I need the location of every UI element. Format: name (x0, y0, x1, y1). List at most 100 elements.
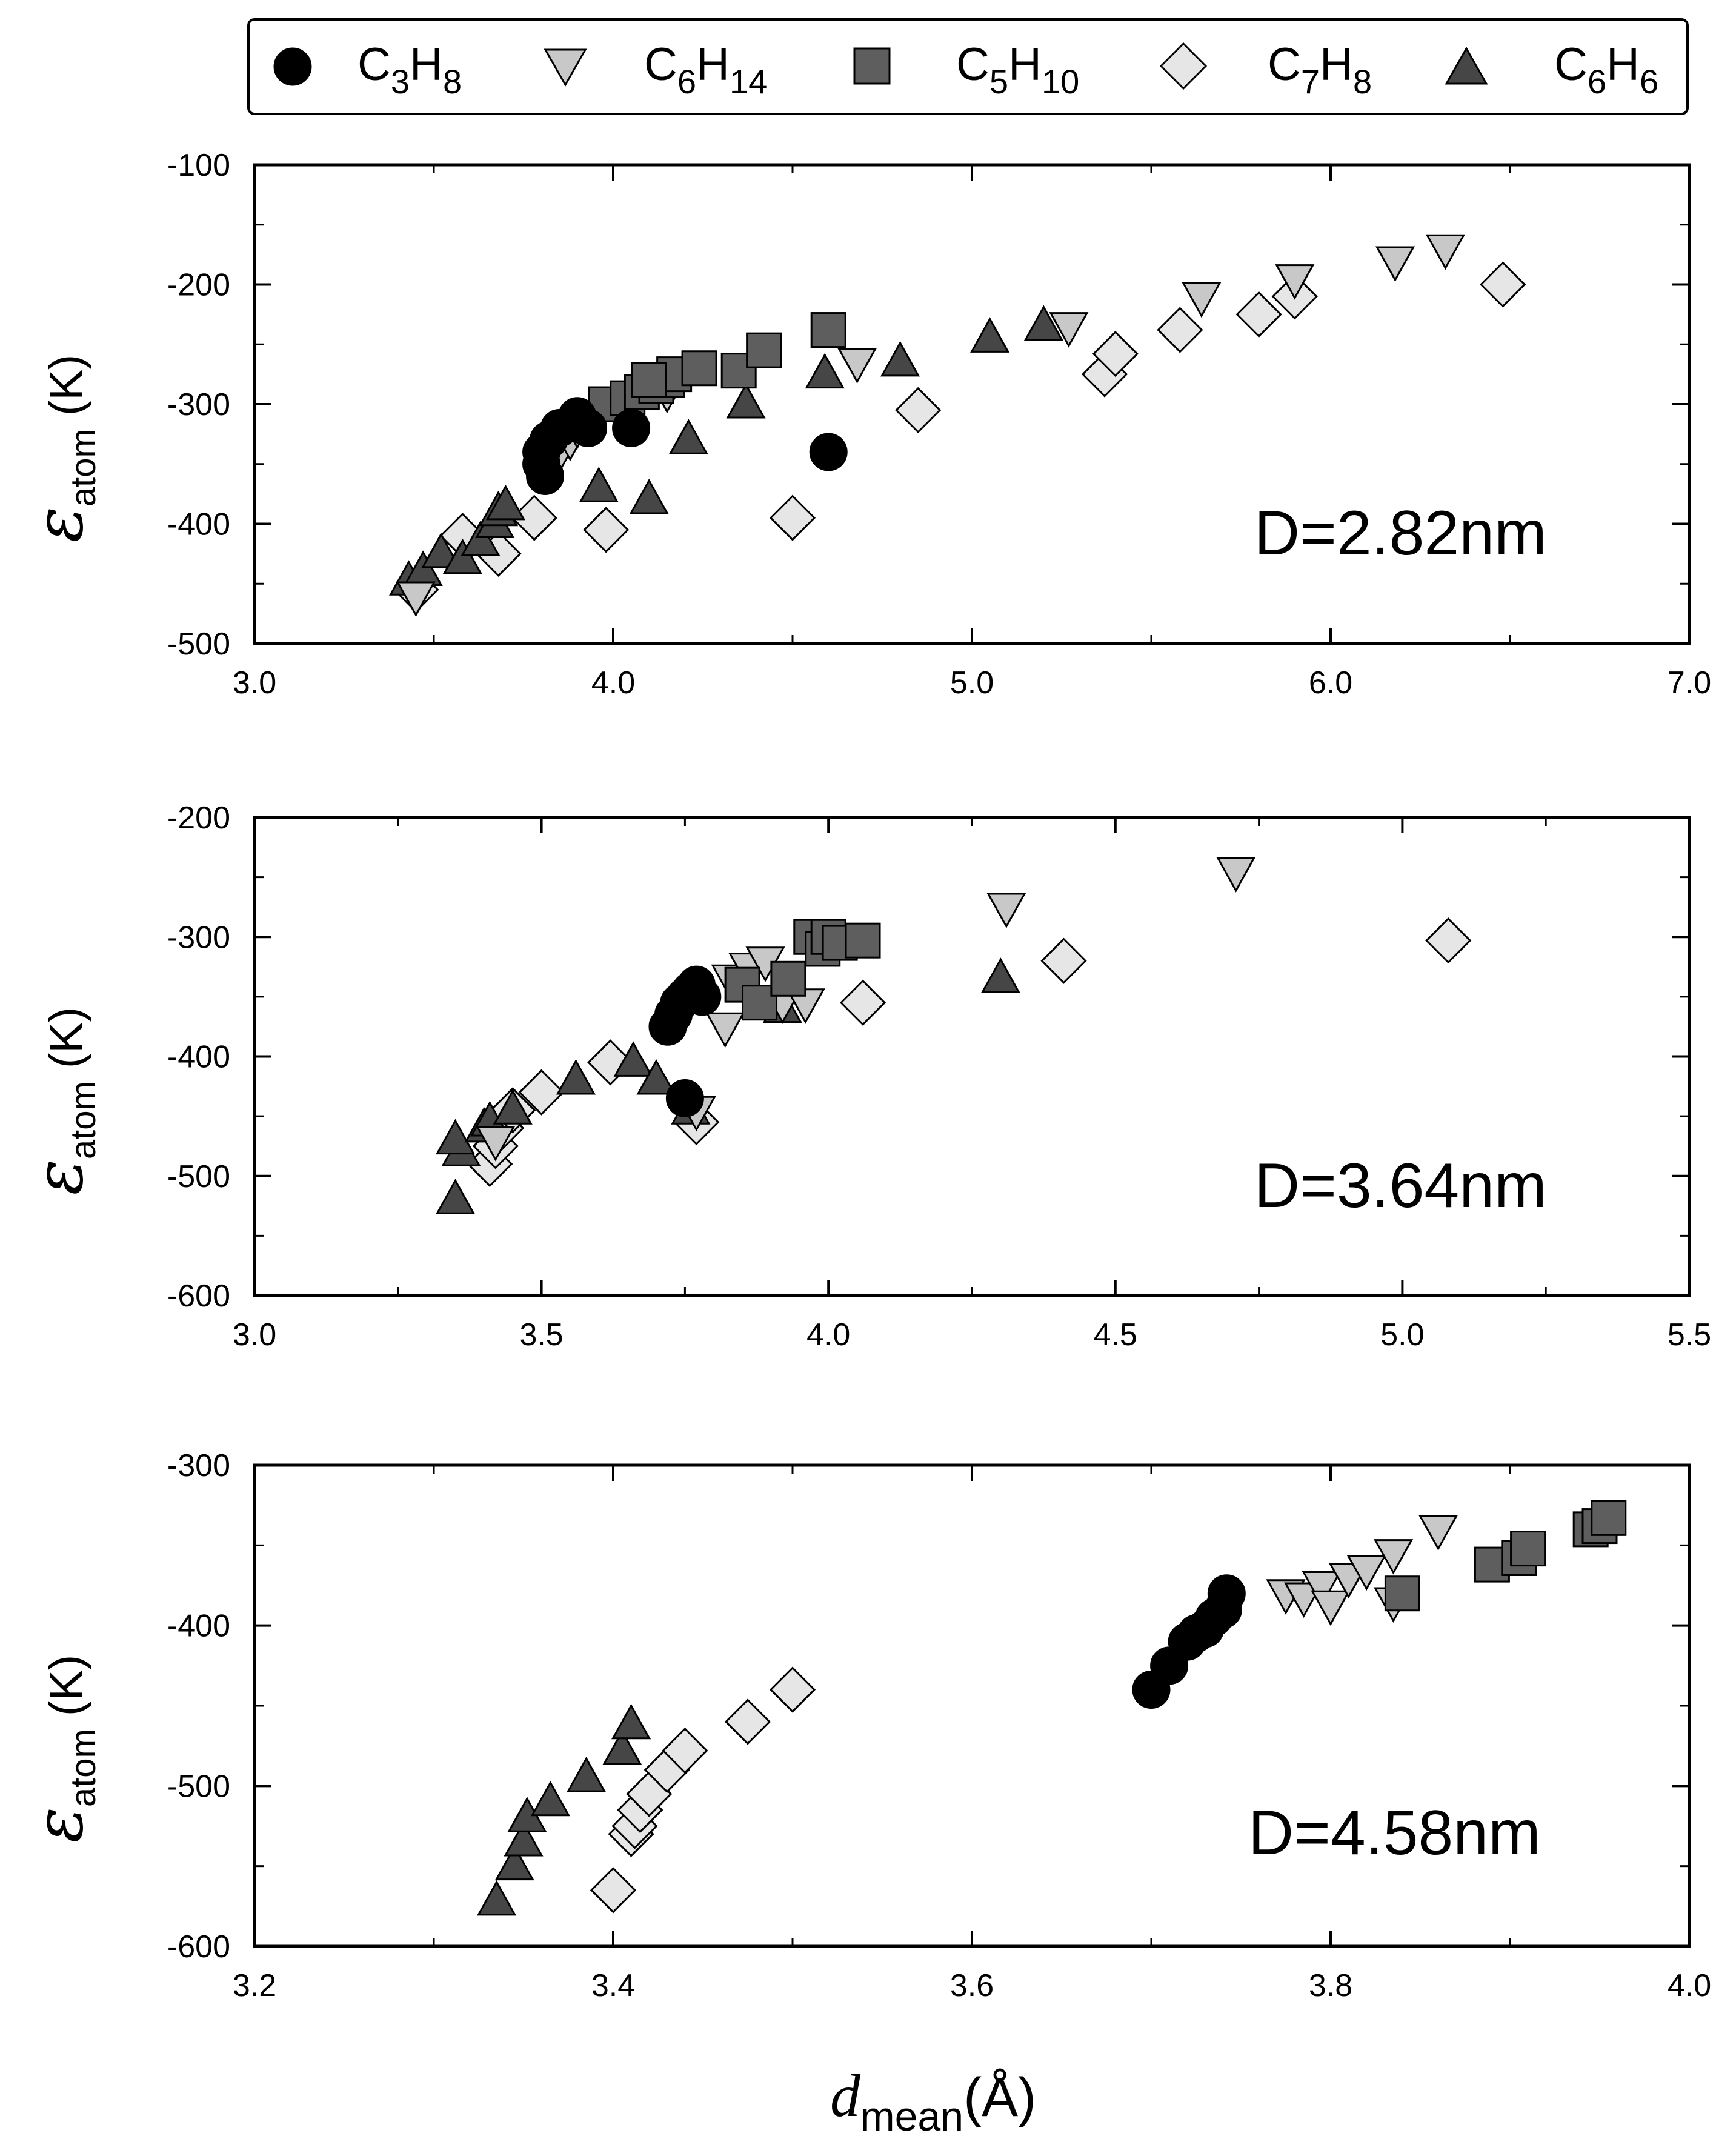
c6h14-point-0 (476, 1126, 516, 1162)
c6h6-point-2 (435, 1119, 476, 1155)
series-c6h14 (1266, 1515, 1458, 1626)
series-c6h6 (477, 1703, 651, 1916)
c7h8-point-4 (518, 1069, 565, 1116)
c6h14-point-6 (1049, 312, 1089, 348)
c7h8-point-8 (769, 1666, 816, 1713)
c5h10-point-8 (746, 332, 782, 368)
c3h8-point-6 (683, 977, 722, 1016)
c6h14-point-5 (1346, 1555, 1386, 1591)
c6h14-point-9 (1216, 857, 1256, 893)
y-axis-label-panel-3: εatom (K) (20, 1655, 103, 1843)
c6h6-point-12 (805, 353, 845, 389)
c6h6-point-7 (613, 1041, 653, 1077)
c6h14-point-1 (705, 1012, 745, 1048)
c6h6-point-11 (980, 957, 1020, 993)
legend-entry-c3h8: C3H8 (273, 39, 462, 101)
c6h6-point-1 (494, 1845, 534, 1881)
c6h6-point-4 (530, 1780, 570, 1817)
c5h10-point-6 (1591, 1500, 1627, 1536)
c6h14-point-0 (396, 581, 436, 617)
legend-marker-square (853, 47, 891, 85)
legend-label-c6h14: C6H14 (644, 39, 767, 101)
plot-frame (253, 1463, 1691, 1948)
legend-label-c6h6: C6H6 (1554, 39, 1658, 101)
minor-ticks (253, 816, 1691, 1297)
c6h6-point-14 (970, 317, 1010, 353)
c6h6-point-2 (504, 1820, 544, 1857)
c6h14-point-6 (1374, 1539, 1414, 1575)
c5h10-point-9 (810, 312, 846, 348)
c5h10-point-10 (631, 362, 667, 398)
y-tick-label: -300 (167, 920, 230, 955)
c5h10-point-2 (770, 960, 806, 997)
c6h6-point-8 (636, 1059, 676, 1095)
c6h14-point-3 (1311, 1590, 1351, 1626)
x-tick-label: 3.5 (519, 1317, 563, 1352)
c3h8-point-8 (522, 445, 561, 484)
y-tick-label: -100 (167, 148, 230, 183)
legend-marker-triangle-down (544, 48, 587, 87)
c6h14-point-2 (1302, 1571, 1342, 1607)
y-tick-label: -500 (167, 1159, 230, 1194)
c5h10-point-1 (742, 985, 778, 1021)
y-tick-label: -600 (167, 1929, 230, 1964)
x-tick-label: 3.6 (950, 1968, 994, 2003)
legend-marker-circle (273, 47, 312, 86)
c7h8-point-8 (1040, 937, 1087, 984)
x-tick-label: 3.0 (233, 665, 276, 700)
x-tick-label: 3.2 (233, 1968, 276, 2003)
c7h8-point-7 (839, 979, 886, 1026)
c7h8-point-6 (895, 387, 942, 433)
legend-marker-triangle-up (1445, 46, 1488, 85)
panel-label: D=2.82nm (1254, 498, 1547, 568)
series-c5h10 (588, 312, 846, 422)
series-c3h8 (522, 397, 848, 495)
x-tick-label: 6.0 (1309, 665, 1352, 700)
c6h6-point-7 (611, 1703, 651, 1740)
legend-entry-c5h10: C5H10 (853, 39, 1079, 101)
c7h8-point-8 (1092, 330, 1139, 378)
y-tick-label: -600 (167, 1279, 230, 1314)
c3h8-point-7 (665, 1079, 704, 1118)
x-tick-label: 3.8 (1309, 1968, 1352, 2003)
c6h14-point-5 (837, 348, 877, 384)
x-tick-label: 5.0 (950, 665, 994, 700)
x-tick-label: 3.4 (591, 1968, 635, 2003)
y-tick-label: -200 (167, 800, 230, 836)
y-tick-label: -400 (167, 1040, 230, 1075)
c3h8-point-7 (809, 433, 848, 471)
y-axis-label-panel-1: εatom (K) (20, 354, 103, 542)
c6h6-point-10 (668, 419, 708, 454)
y-tick-label: -500 (167, 627, 230, 662)
series-c3h8 (1132, 1574, 1246, 1709)
c6h6-point-2 (421, 532, 461, 568)
legend-label-c3h8: C3H8 (358, 39, 462, 101)
legend-entry-c7h8: C7H8 (1159, 39, 1372, 101)
c6h14-point-8 (1275, 264, 1315, 300)
c6h6-point-5 (567, 1757, 607, 1792)
c7h8-point-10 (1235, 291, 1282, 338)
c6h6-point-0 (435, 1179, 476, 1214)
c5h10-point-7 (845, 922, 881, 959)
y-tick-label: -400 (167, 1609, 230, 1644)
c7h8-point-0 (590, 1867, 637, 1914)
series-c6h6 (389, 305, 1063, 596)
c6h6-point-4 (461, 521, 501, 556)
c6h6-point-11 (726, 382, 766, 419)
c7h8-point-6 (662, 1727, 708, 1774)
c7h8-point-7 (724, 1698, 771, 1745)
x-tick-label: 7.0 (1668, 665, 1711, 700)
legend-label-c5h10: C5H10 (956, 39, 1079, 101)
c6h6-point-7 (485, 484, 525, 521)
c3h8-point-5 (569, 409, 608, 447)
c6h6-point-6 (556, 1059, 596, 1095)
c3h8-point-7 (1207, 1574, 1246, 1613)
x-tick-label: 4.0 (591, 665, 635, 700)
c5h10-point-3 (1510, 1531, 1546, 1567)
x-tick-label: 5.0 (1380, 1317, 1424, 1352)
series-c5h10 (1384, 1500, 1627, 1612)
c6h6-point-5 (493, 1089, 533, 1125)
x-tick-label: 5.5 (1668, 1317, 1711, 1352)
c6h6-point-6 (602, 1729, 642, 1765)
series-c5h10 (724, 919, 881, 1021)
